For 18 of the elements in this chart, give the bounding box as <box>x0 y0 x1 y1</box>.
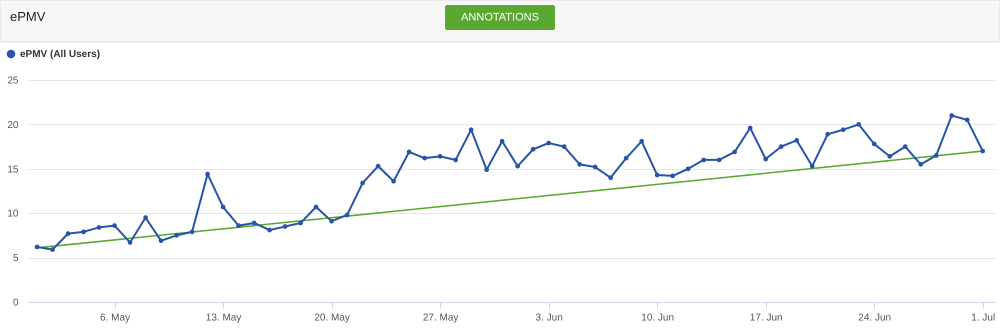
y-tick-label: 15 <box>7 164 19 176</box>
x-tick-label: 27. May <box>422 312 458 324</box>
text: ANNOTATIONS <box>461 12 539 24</box>
x-tick-label: 24. Jun <box>858 312 892 324</box>
x-tick-label: 13. May <box>206 312 242 324</box>
legend-label: ePMV (All Users) <box>20 49 100 60</box>
x-tick-label: 6. May <box>100 312 130 324</box>
y-tick-label: 25 <box>7 76 19 86</box>
x-tick-label: 3. Jun <box>536 312 563 324</box>
x-tick-label: 1. Jul <box>971 312 996 324</box>
x-tick-label: 20. May <box>314 312 350 324</box>
x-tick-label: 17. Jun <box>750 312 783 324</box>
x-tick-label: 10. Jun <box>641 312 674 324</box>
y-tick-label: 20 <box>7 120 19 131</box>
y-tick-label: 5 <box>12 253 19 264</box>
y-tick-label: 10 <box>7 208 19 220</box>
y-tick-label: 0 <box>12 298 19 308</box>
chart-title: ePMV <box>10 9 46 24</box>
